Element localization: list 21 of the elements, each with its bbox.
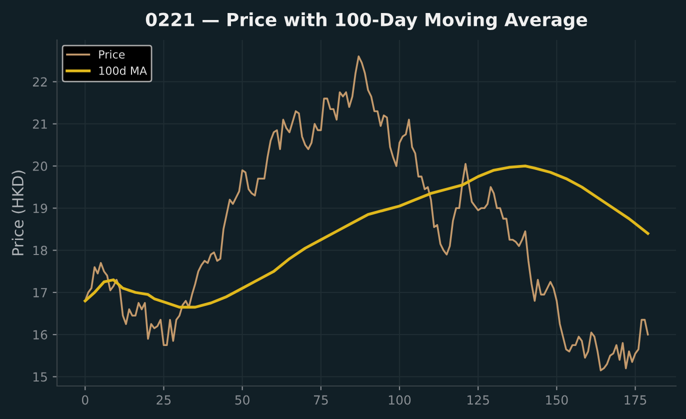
x-tick-label: 100 (388, 395, 411, 405)
chart-title: 0221 — Price with 100-Day Moving Average (146, 12, 588, 30)
line-series (84, 164, 650, 309)
y-tick-label: 15 (33, 372, 47, 382)
x-tick-label: 125 (468, 395, 489, 405)
x-tick-label: 75 (314, 395, 328, 405)
y-tick-label: 18 (33, 246, 48, 256)
x-tick-label: 50 (235, 395, 250, 405)
y-tick-label: 20 (32, 161, 48, 171)
x-tick-label: 0 (82, 395, 88, 405)
y-tick-label: 16 (33, 330, 48, 340)
x-tick-label: 175 (624, 395, 646, 405)
y-axis-title: Price (HKD) (12, 170, 26, 256)
legend-label: 100d MA (99, 66, 147, 75)
x-tick-label: 25 (156, 395, 171, 405)
legend-label: Price (99, 50, 125, 59)
y-tick-label: 19 (33, 204, 48, 214)
y-tick-label: 17 (33, 288, 47, 298)
y-tick-label: 22 (32, 77, 47, 86)
x-tick-label: 150 (546, 395, 568, 405)
y-tick-label: 21 (32, 119, 47, 129)
